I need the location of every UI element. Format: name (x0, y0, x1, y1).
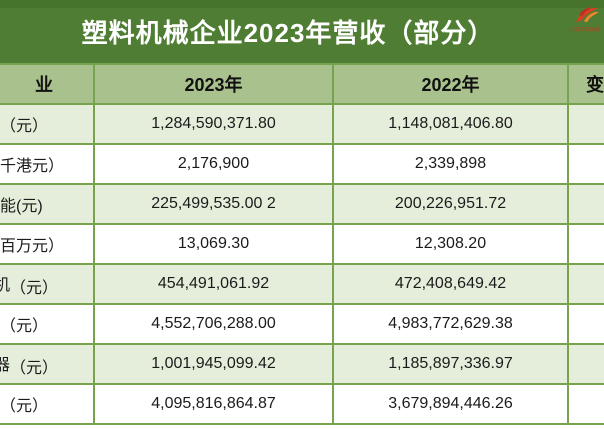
value-2023-cell: 1,001,945,099.42 (93, 343, 334, 385)
change-cell (567, 343, 604, 385)
change-cell (567, 143, 604, 185)
company-cell: 能(元) (0, 183, 95, 225)
value-2023-cell: 13,069.30 (93, 223, 334, 265)
banner-top-strip (0, 0, 604, 8)
value-2022-cell: 472,408,649.42 (332, 263, 569, 305)
clipped-char: 器 (0, 351, 10, 375)
phoenix-logo-icon (575, 7, 599, 23)
value-2023-cell: 2,176,900 (93, 143, 334, 185)
column-header-change: 变动 (567, 63, 604, 105)
value-2022-cell: 3,679,894,446.26 (332, 383, 569, 425)
change-cell (567, 223, 604, 265)
table-row: 百万元） 13,069.30 12,308.20 (0, 223, 604, 265)
company-cell: （元） (0, 303, 95, 345)
value-2023-cell: 454,491,061.92 (93, 263, 334, 305)
column-header-2023: 2023年 (93, 63, 334, 105)
company-cell: （元） (0, 103, 95, 145)
value-2023-cell: 1,284,590,371.80 (93, 103, 334, 145)
revenue-table: 业 2023年 2022年 变动 （元） 1,284,590,371.80 1,… (0, 63, 604, 425)
company-label: （元） (0, 118, 49, 135)
change-cell (567, 263, 604, 305)
table-row: 千港元） 2,176,900 2,339,898 (0, 143, 604, 185)
value-2023-cell: 4,552,706,288.00 (93, 303, 334, 345)
table-row: 能(元) 225,499,535.00 2 200,226,951.72 (0, 183, 604, 225)
logo-caption: 江苏工信融媒 (570, 27, 601, 33)
company-cell: 机（元） (0, 263, 95, 305)
title-banner: 塑料机械企业2023年营收（部分） 江苏工信融媒 (0, 0, 604, 63)
company-cell: 百万元） (0, 223, 95, 265)
value-2022-cell: 4,983,772,629.38 (332, 303, 569, 345)
change-cell (567, 303, 604, 345)
change-cell (567, 383, 604, 425)
value-2023-cell: 4,095,816,864.87 (93, 383, 334, 425)
value-2022-cell: 12,308.20 (332, 223, 569, 265)
change-cell (567, 103, 604, 145)
company-label: （元） (10, 279, 59, 297)
company-cell: 器（元） (0, 343, 95, 385)
table-row: （元） 4,552,706,288.00 4,983,772,629.38 (0, 303, 604, 345)
company-label: （元） (10, 359, 59, 377)
value-2022-cell: 2,339,898 (332, 143, 569, 185)
column-header-2022: 2022年 (332, 63, 569, 105)
header-row: 业 2023年 2022年 变动 (0, 63, 604, 105)
table-body: （元） 1,284,590,371.80 1,148,081,406.80 千港… (0, 103, 604, 425)
company-label: （元） (0, 398, 49, 415)
company-label: 百万元） (0, 238, 65, 255)
value-2022-cell: 1,185,897,336.97 (332, 343, 569, 385)
page-title: 塑料机械企业2023年营收（部分） (81, 18, 495, 48)
company-cell: （元） (0, 383, 95, 425)
table-row: 器（元） 1,001,945,099.42 1,185,897,336.97 (0, 343, 604, 385)
table-row: （元） 1,284,590,371.80 1,148,081,406.80 (0, 103, 604, 145)
publisher-logo: 江苏工信融媒 (568, 4, 604, 33)
clipped-char: 机 (0, 271, 10, 295)
company-label: （元） (0, 318, 49, 335)
table-row: 机（元） 454,491,061.92 472,408,649.42 (0, 263, 604, 305)
company-label: 千港元） (0, 158, 65, 175)
change-cell (567, 183, 604, 225)
company-label: 能(元) (0, 198, 43, 215)
table-row: （元） 4,095,816,864.87 3,679,894,446.26 (0, 383, 604, 425)
company-cell: 千港元） (0, 143, 95, 185)
value-2022-cell: 1,148,081,406.80 (332, 103, 569, 145)
value-2022-cell: 200,226,951.72 (332, 183, 569, 225)
column-header-company: 业 (0, 63, 95, 105)
value-2023-cell: 225,499,535.00 2 (93, 183, 334, 225)
